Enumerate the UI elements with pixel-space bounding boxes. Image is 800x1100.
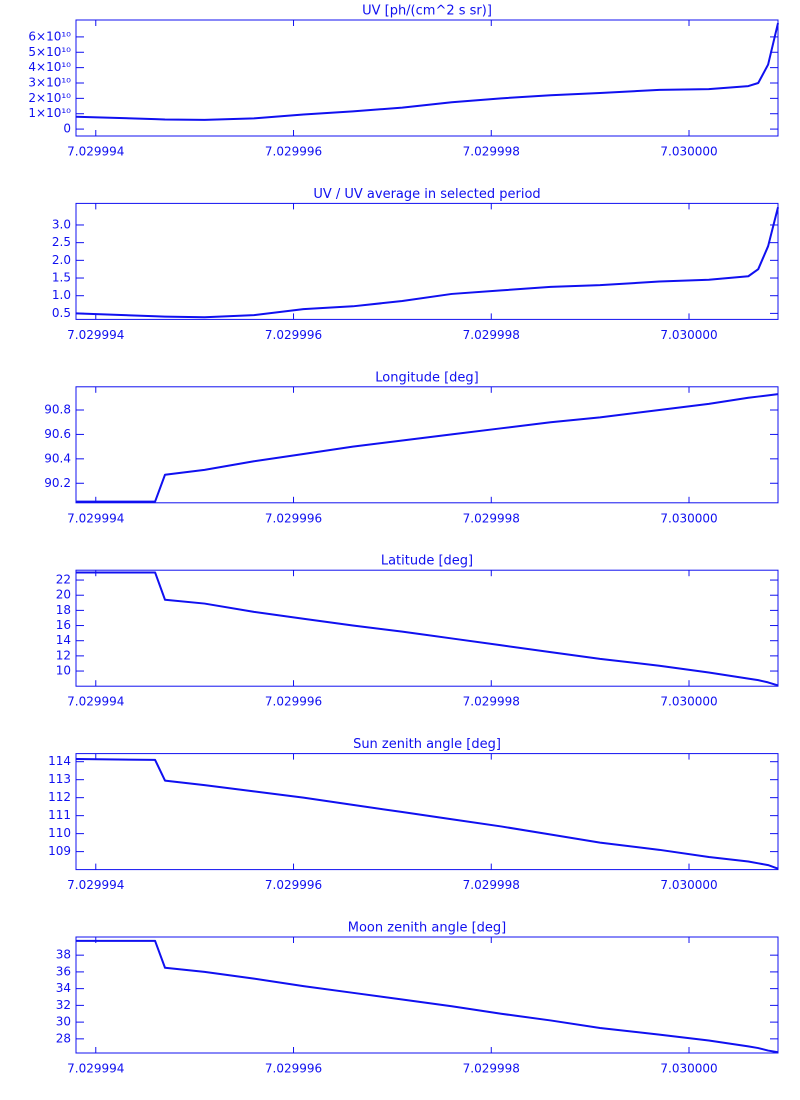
y-tick-label: 90.8 [44, 403, 71, 417]
y-tick-label: 90.2 [44, 476, 71, 490]
x-tick-label: 7.030000 [660, 511, 717, 525]
chart-title: UV [ph/(cm^2 s sr)] [362, 4, 492, 19]
x-tick-label: 7.029998 [463, 511, 520, 525]
x-tick-label: 7.029994 [67, 1062, 124, 1076]
y-tick-label: 28 [56, 1031, 71, 1045]
y-tick-label: 20 [56, 588, 71, 602]
y-tick-label: 1.5 [52, 271, 71, 285]
y-tick-label: 90.4 [44, 451, 71, 465]
y-tick-label: 32 [56, 998, 71, 1012]
x-tick-label: 7.029996 [265, 145, 322, 159]
x-tick-label: 7.030000 [660, 1062, 717, 1076]
x-tick-label: 7.029994 [67, 695, 124, 709]
y-tick-label: 1.0 [52, 288, 71, 302]
y-tick-label: 5×10¹⁰ [28, 45, 71, 59]
y-tick-label: 2.5 [52, 235, 71, 249]
y-tick-label: 3×10¹⁰ [28, 75, 71, 89]
plot-frame [75, 753, 779, 871]
y-tick-label: 36 [56, 964, 71, 978]
x-tick-label: 7.029994 [67, 511, 124, 525]
plot-frame [75, 202, 779, 320]
data-line [76, 939, 779, 1054]
x-tick-label: 7.030000 [660, 878, 717, 892]
x-tick-label: 7.029994 [67, 328, 124, 342]
y-tick-label: 10 [56, 664, 71, 678]
x-tick-label: 7.030000 [660, 328, 717, 342]
y-tick-label: 16 [56, 618, 71, 632]
y-tick-label: 113 [48, 772, 71, 786]
y-tick-label: 2.0 [52, 253, 71, 267]
data-line [76, 571, 779, 687]
y-tick-label: 12 [56, 648, 71, 662]
data-line [76, 393, 779, 503]
y-tick-label: 34 [56, 981, 71, 995]
x-tick-label: 7.029998 [463, 328, 520, 342]
y-tick-label: 110 [48, 826, 71, 840]
x-tick-label: 7.029998 [463, 1062, 520, 1076]
plot-frame [75, 386, 779, 504]
x-tick-label: 7.029996 [265, 1062, 322, 1076]
x-tick-label: 7.029998 [463, 145, 520, 159]
chart-title: UV / UV average in selected period [313, 187, 540, 202]
data-line [75, 22, 779, 121]
data-line [75, 207, 779, 319]
y-tick-label: 114 [48, 754, 71, 768]
x-tick-label: 7.029994 [67, 878, 124, 892]
plot-frame [75, 19, 779, 137]
x-tick-label: 7.029996 [265, 328, 322, 342]
data-line [75, 758, 779, 870]
y-tick-label: 0 [63, 122, 71, 136]
x-tick-label: 7.029996 [265, 511, 322, 525]
y-tick-label: 0.5 [52, 306, 71, 320]
y-tick-label: 6×10¹⁰ [28, 29, 71, 43]
y-tick-label: 18 [56, 603, 71, 617]
y-tick-label: 109 [48, 844, 71, 858]
y-tick-label: 4×10¹⁰ [28, 60, 71, 74]
x-tick-label: 7.030000 [660, 695, 717, 709]
y-tick-label: 2×10¹⁰ [28, 91, 71, 105]
x-tick-label: 7.029996 [265, 695, 322, 709]
y-tick-label: 14 [56, 633, 71, 647]
y-tick-label: 30 [56, 1015, 71, 1029]
y-tick-label: 1×10¹⁰ [28, 106, 71, 120]
y-tick-label: 111 [48, 808, 71, 822]
y-tick-label: 22 [56, 573, 71, 587]
chart-title: Sun zenith angle [deg] [353, 737, 501, 752]
chart-title: Longitude [deg] [375, 370, 478, 385]
x-tick-label: 7.029994 [67, 145, 124, 159]
y-tick-label: 3.0 [52, 217, 71, 231]
plot-frame [75, 569, 779, 687]
x-tick-label: 7.029998 [463, 878, 520, 892]
chart-title: Latitude [deg] [381, 554, 473, 569]
y-tick-label: 38 [56, 948, 71, 962]
y-tick-label: 112 [48, 790, 71, 804]
x-tick-label: 7.029998 [463, 695, 520, 709]
x-tick-label: 7.029996 [265, 878, 322, 892]
y-tick-label: 90.6 [44, 427, 71, 441]
plot-frame [75, 936, 779, 1054]
chart-title: Moon zenith angle [deg] [348, 921, 506, 936]
x-tick-label: 7.030000 [660, 145, 717, 159]
